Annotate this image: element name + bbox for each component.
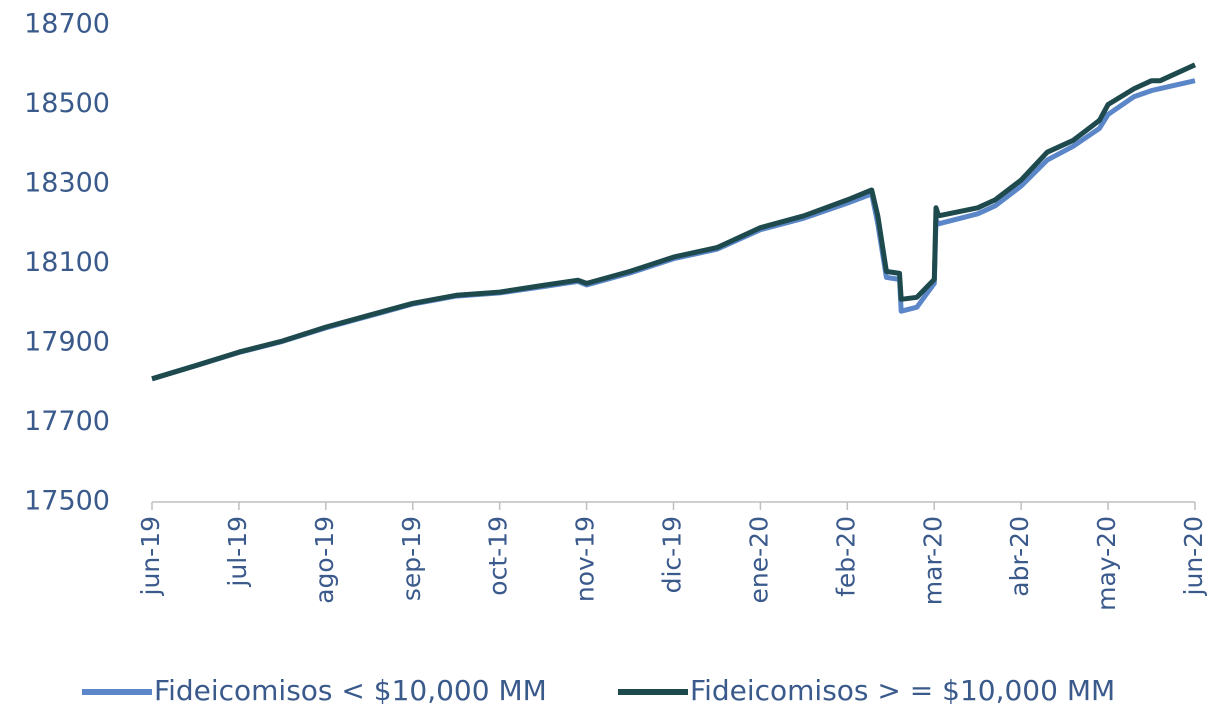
x-tick-label: jun-19	[136, 516, 165, 596]
x-tick-label: nov-19	[571, 516, 600, 602]
y-tick-label: 18700	[24, 9, 110, 40]
x-tick-label: ago-19	[310, 516, 339, 604]
x-tick-label: ene-20	[744, 516, 773, 603]
legend-label: Fideicomisos < $10,000 MM	[154, 674, 547, 707]
x-tick-label: dic-19	[658, 516, 687, 593]
x-tick-label: sep-19	[397, 516, 426, 601]
y-tick-label: 18300	[24, 168, 110, 199]
y-tick-label: 17500	[24, 486, 110, 517]
x-tick-label: abr-20	[1005, 516, 1034, 597]
x-tick-label: may-20	[1092, 516, 1121, 611]
series-line	[151, 62, 1197, 382]
y-tick-label: 17700	[24, 406, 110, 437]
x-tick-label: mar-20	[918, 516, 947, 605]
x-tick-label: oct-19	[484, 516, 513, 596]
y-tick-label: 17900	[24, 327, 110, 358]
y-tick-label: 18500	[24, 88, 110, 119]
x-tick-label: feb-20	[831, 516, 860, 597]
x-tick-label: jul-19	[223, 516, 252, 588]
x-tick-label: jun-20	[1179, 516, 1208, 596]
y-tick-label: 18100	[24, 247, 110, 278]
legend-label: Fideicomisos > = $10,000 MM	[690, 674, 1115, 707]
